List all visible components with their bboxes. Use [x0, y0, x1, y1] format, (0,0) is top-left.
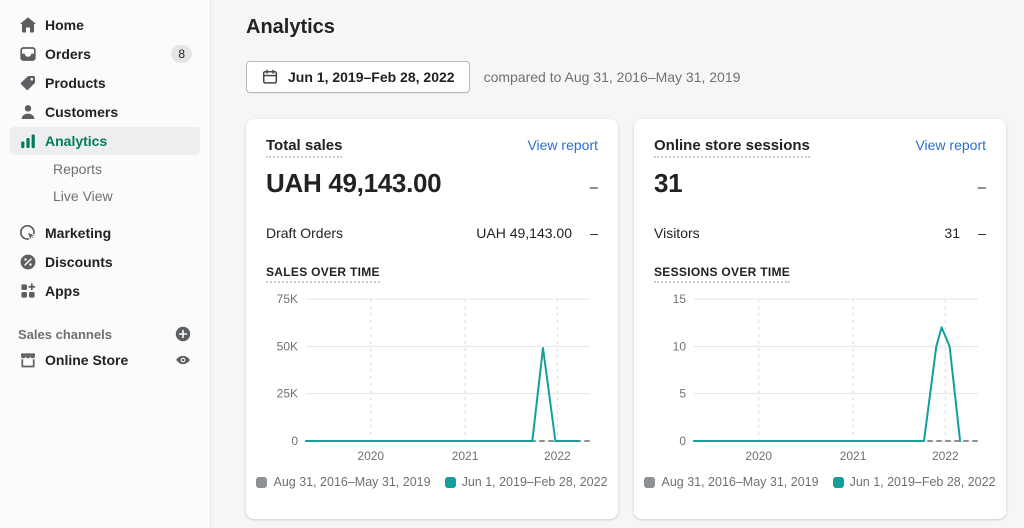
- total-sales-delta: –: [589, 179, 598, 196]
- date-range-button[interactable]: Jun 1, 2019–Feb 28, 2022: [246, 61, 470, 93]
- svg-text:2021: 2021: [452, 449, 479, 463]
- sessions-value: 31: [654, 168, 683, 198]
- main-content: Analytics Jun 1, 2019–Feb 28, 2022 compa…: [211, 0, 1024, 528]
- legend-item-previous: Aug 31, 2016–May 31, 2019: [256, 475, 431, 489]
- orders-count-badge: 8: [171, 45, 192, 63]
- analytics-cards: Total sales View report UAH 49,143.00 – …: [246, 119, 1024, 519]
- products-icon: [18, 73, 38, 93]
- add-sales-channel-button[interactable]: [174, 325, 192, 343]
- legend-label: Jun 1, 2019–Feb 28, 2022: [849, 475, 996, 489]
- svg-text:0: 0: [679, 434, 686, 448]
- sidebar-item-label: Discounts: [45, 254, 113, 270]
- metric-value: 31: [944, 225, 960, 241]
- metric-row-visitors: Visitors 31 –: [654, 225, 986, 241]
- calendar-icon: [261, 68, 279, 86]
- compare-range-text: compared to Aug 31, 2016–May 31, 2019: [483, 69, 741, 85]
- svg-text:2020: 2020: [357, 449, 384, 463]
- sidebar-item-analytics[interactable]: Analytics: [10, 127, 200, 155]
- sidebar-item-label: Marketing: [45, 225, 112, 241]
- metric-delta: –: [590, 225, 598, 241]
- sidebar-item-orders[interactable]: Orders 8: [10, 40, 200, 68]
- svg-text:2022: 2022: [932, 449, 959, 463]
- sessions-delta: –: [977, 179, 986, 196]
- chart-legend: Aug 31, 2016–May 31, 2019 Jun 1, 2019–Fe…: [644, 475, 996, 489]
- date-filter-row: Jun 1, 2019–Feb 28, 2022 compared to Aug…: [246, 61, 1024, 93]
- sidebar-item-label: Orders: [45, 46, 91, 62]
- page-title: Analytics: [246, 16, 335, 38]
- metric-label: Visitors: [654, 225, 700, 241]
- total-sales-card: Total sales View report UAH 49,143.00 – …: [246, 119, 618, 519]
- svg-text:2020: 2020: [745, 449, 772, 463]
- apps-icon: [18, 281, 38, 301]
- sidebar-item-apps[interactable]: Apps: [10, 277, 200, 305]
- orders-icon: [18, 44, 38, 64]
- legend-item-previous: Aug 31, 2016–May 31, 2019: [644, 475, 819, 489]
- sidebar-item-live-view[interactable]: Live View: [10, 183, 200, 209]
- sidebar-item-label: Online Store: [45, 352, 129, 368]
- card-title-online-store-sessions[interactable]: Online store sessions: [654, 137, 810, 158]
- sales-channels-header: Sales channels: [18, 325, 192, 343]
- customers-icon: [18, 102, 38, 122]
- card-title-total-sales[interactable]: Total sales: [266, 137, 343, 158]
- sidebar-item-label: Apps: [45, 283, 80, 299]
- sidebar-item-label: Live View: [53, 188, 113, 204]
- sidebar-item-reports[interactable]: Reports: [10, 156, 200, 182]
- svg-text:2021: 2021: [840, 449, 867, 463]
- chart-section-label: SALES OVER TIME: [266, 265, 380, 283]
- online-store-sessions-card: Online store sessions View report 31 – V…: [634, 119, 1006, 519]
- legend-label: Jun 1, 2019–Feb 28, 2022: [461, 475, 608, 489]
- eye-icon[interactable]: [174, 351, 192, 369]
- view-report-link[interactable]: View report: [527, 137, 598, 153]
- metric-row-draft-orders: Draft Orders UAH 49,143.00 –: [266, 225, 598, 241]
- legend-swatch-previous: [256, 476, 268, 488]
- metric-label: Draft Orders: [266, 225, 344, 241]
- total-sales-value: UAH 49,143.00: [266, 168, 442, 198]
- svg-text:5: 5: [679, 387, 686, 401]
- chart-section-label: SESSIONS OVER TIME: [654, 265, 791, 283]
- sales-channels-label: Sales channels: [18, 326, 112, 342]
- sidebar-item-label: Customers: [45, 104, 119, 120]
- date-range-label: Jun 1, 2019–Feb 28, 2022: [288, 69, 455, 85]
- svg-text:25K: 25K: [277, 387, 298, 401]
- sidebar-item-online-store[interactable]: Online Store: [10, 346, 200, 374]
- discounts-icon: [18, 252, 38, 272]
- sidebar-item-customers[interactable]: Customers: [10, 98, 200, 126]
- sidebar-item-products[interactable]: Products: [10, 69, 200, 97]
- marketing-icon: [18, 223, 38, 243]
- sidebar-item-label: Home: [45, 17, 84, 33]
- view-report-link[interactable]: View report: [915, 137, 986, 153]
- sidebar-item-discounts[interactable]: Discounts: [10, 248, 200, 276]
- home-icon: [18, 15, 38, 35]
- sidebar-item-marketing[interactable]: Marketing: [10, 219, 200, 247]
- sidebar-item-label: Reports: [53, 161, 103, 177]
- legend-item-current: Jun 1, 2019–Feb 28, 2022: [444, 475, 608, 489]
- legend-item-current: Jun 1, 2019–Feb 28, 2022: [832, 475, 996, 489]
- legend-label: Aug 31, 2016–May 31, 2019: [273, 475, 431, 489]
- sidebar-item-label: Products: [45, 75, 106, 91]
- sidebar-item-label: Analytics: [45, 133, 108, 149]
- svg-text:2022: 2022: [544, 449, 571, 463]
- sales-over-time-chart: 2020 2021 2022 75K 50K 25K 0: [277, 292, 591, 463]
- sessions-over-time-chart: 2020 2021 2022 15 10 5 0: [673, 292, 979, 463]
- metric-value: UAH 49,143.00: [476, 225, 572, 241]
- analytics-icon: [18, 131, 38, 151]
- legend-label: Aug 31, 2016–May 31, 2019: [661, 475, 819, 489]
- sidebar: Home Orders 8 Products Customers A: [0, 0, 211, 528]
- legend-swatch-current: [832, 476, 844, 488]
- svg-text:75K: 75K: [277, 292, 298, 306]
- svg-text:15: 15: [673, 292, 687, 306]
- legend-swatch-current: [444, 476, 456, 488]
- store-icon: [18, 350, 38, 370]
- svg-text:10: 10: [673, 339, 687, 353]
- sidebar-item-home[interactable]: Home: [10, 11, 200, 39]
- svg-text:0: 0: [291, 434, 298, 448]
- metric-delta: –: [978, 225, 986, 241]
- legend-swatch-previous: [644, 476, 656, 488]
- chart-legend: Aug 31, 2016–May 31, 2019 Jun 1, 2019–Fe…: [256, 475, 608, 489]
- svg-text:50K: 50K: [277, 339, 298, 353]
